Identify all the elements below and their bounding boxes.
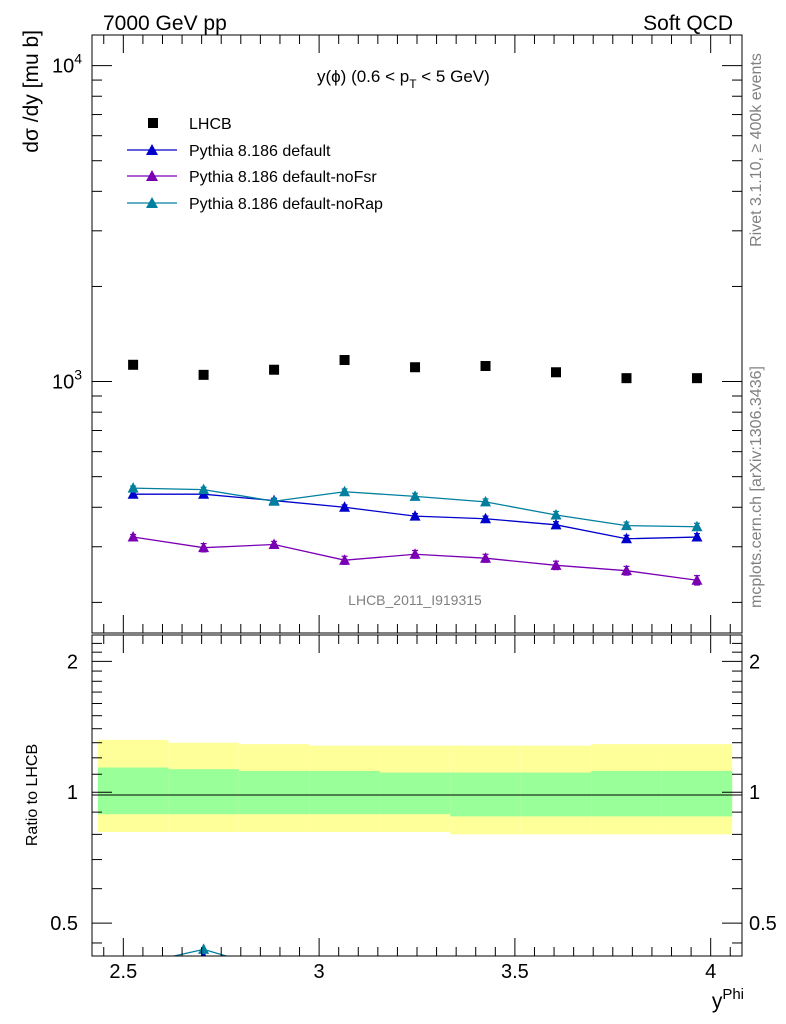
data-point [409, 490, 421, 501]
data-point [127, 531, 139, 542]
legend-marker-nofsr [146, 170, 158, 181]
green-band [168, 769, 239, 815]
green-band [450, 772, 521, 817]
legend-marker-lhcb [148, 118, 158, 128]
data-point [410, 362, 421, 373]
data-point [480, 512, 492, 524]
green-band [520, 772, 592, 817]
legend-label-default: Pythia 8.186 default [189, 143, 331, 160]
data-point [339, 554, 351, 565]
data-point [128, 359, 139, 370]
ratio-y-tick-label: 1 [67, 782, 78, 804]
data-point [480, 361, 491, 372]
data-point [691, 373, 702, 384]
ratio-panel: 0.5 0.5 1 1 2 2 2.5 3 3.5 4 Ratio to LHCB yPhi [24, 634, 777, 1013]
x-tick-label: 4 [705, 961, 716, 983]
data-point [691, 574, 703, 585]
data-point [620, 532, 632, 544]
data-point [620, 564, 632, 576]
rivet-note: Rivet 3.1.10, ≥ 400k events [748, 53, 765, 247]
main-data [127, 355, 703, 586]
legend-label-nofsr: Pythia 8.186 default-noFsr [189, 169, 377, 186]
ratio-point [269, 969, 280, 980]
data-point [198, 483, 210, 495]
data-point [620, 519, 632, 531]
data-point [268, 538, 280, 549]
green-band [309, 770, 380, 815]
main-panel-title: y(ϕ) (0.6 < pT < 5 GeV) [317, 67, 490, 91]
legend-label-norap: Pythia 8.186 default-noRap [189, 196, 383, 213]
data-point [268, 495, 280, 506]
main-y-axis-label: dσ /dy [mu b] [20, 30, 43, 153]
data-point [339, 355, 350, 366]
analysis-watermark: LHCB_2011_I919315 [348, 592, 482, 608]
data-point [691, 520, 703, 532]
legend: LHCB Pythia 8.186 default Pythia 8.186 d… [127, 116, 383, 213]
ratio-y-tick-label-right: 0.5 [749, 913, 777, 935]
ratio-y-tick-label: 0.5 [50, 913, 78, 935]
data-point [127, 488, 139, 499]
ratio-point [198, 943, 210, 954]
x-axis-label: yPhi [712, 986, 744, 1013]
ratio-bands [97, 739, 733, 835]
data-point [198, 369, 209, 380]
data-point [269, 364, 280, 375]
green-band [591, 770, 662, 817]
legend-label-lhcb: LHCB [189, 116, 232, 133]
mcplots-note: mcplots.cern.ch [arXiv:1306.3436] [748, 366, 765, 608]
main-axis-ticks: 103 104 [52, 35, 742, 633]
ratio-axis-ticks: 0.5 0.5 1 1 2 2 2.5 3 3.5 4 [50, 635, 777, 983]
y-tick-label: 103 [52, 367, 82, 394]
green-band [238, 770, 310, 815]
series-3 [127, 482, 703, 532]
green-band [379, 772, 451, 815]
ratio-y-tick-label-right: 1 [749, 782, 760, 804]
data-point [339, 485, 351, 497]
data-point [551, 367, 562, 378]
data-point [127, 482, 139, 493]
series-0 [128, 355, 702, 384]
x-tick-label: 2.5 [109, 961, 137, 983]
data-point [198, 541, 210, 553]
series-2 [127, 531, 703, 586]
x-tick-label: 3 [314, 961, 325, 983]
ratio-line [133, 957, 274, 975]
ratio-series-0 [133, 950, 280, 980]
data-point [691, 531, 703, 542]
ratio-y-axis-label: Ratio to LHCB [24, 744, 41, 846]
ratio-y-tick-label: 2 [67, 651, 78, 673]
ratio-y-tick-label-right: 2 [749, 651, 760, 673]
green-band [97, 767, 169, 815]
legend-marker-norap [146, 197, 158, 208]
data-point [480, 552, 492, 563]
y-tick-label: 104 [52, 51, 82, 78]
header-left: 7000 GeV pp [103, 12, 227, 35]
main-panel: 103 104 dσ /dy [mu b] y(ϕ) (0.6 < pT < 5 … [20, 30, 743, 634]
data-point [339, 501, 351, 512]
data-point [621, 373, 632, 384]
data-point [550, 509, 562, 520]
green-band [661, 770, 733, 817]
header-right: Soft QCD [643, 12, 733, 35]
ratio-series-1 [171, 943, 280, 975]
data-point [550, 559, 562, 570]
data-point [480, 495, 492, 507]
data-point [409, 510, 421, 521]
legend-marker-default [146, 144, 158, 155]
data-point [550, 518, 562, 530]
data-point [409, 548, 421, 559]
ratio-data [133, 943, 280, 980]
ratio-point [269, 964, 280, 975]
x-tick-label: 3.5 [501, 961, 529, 983]
